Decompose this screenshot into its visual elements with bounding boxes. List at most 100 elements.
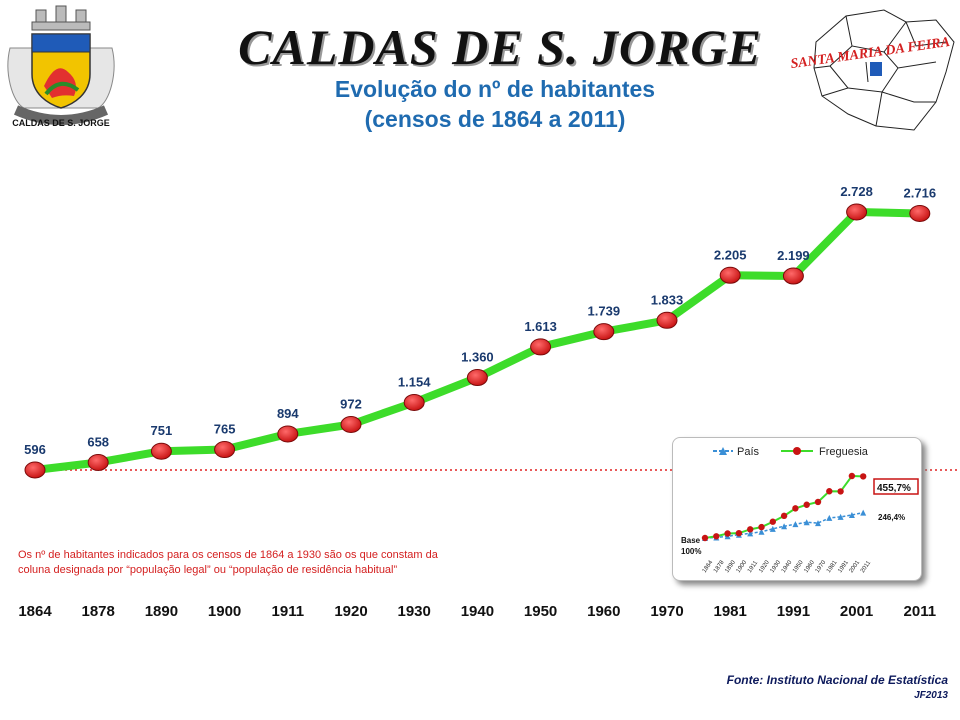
inset-line-chart: País Freguesia 186418781890190019111920193… <box>681 446 919 575</box>
data-point-1940 <box>466 369 488 387</box>
data-label-1950: 1.613 <box>524 319 557 334</box>
x-tick-1960: 1960 <box>587 603 620 620</box>
inset-x-tick-2001: 2001 <box>849 559 862 574</box>
data-label-1940: 1.360 <box>461 350 494 365</box>
footnote: Os nº de habitantes indicados para os ce… <box>18 549 438 576</box>
x-tick-1940: 1940 <box>461 603 494 620</box>
inset-x-tick-1970: 1970 <box>815 559 828 574</box>
inset-point-pais-1930 <box>769 525 776 532</box>
inset-x-tick-1864: 1864 <box>702 559 715 574</box>
x-tick-1950: 1950 <box>524 603 557 620</box>
data-label-2011: 2.716 <box>904 185 937 200</box>
inset-x-tick-1878: 1878 <box>713 559 726 574</box>
inset-point-freguesia-1940 <box>780 512 788 520</box>
inset-x-tick-1890: 1890 <box>724 559 737 574</box>
inset-x-tick-2011: 2011 <box>860 560 873 575</box>
inset-x-tick-1991: 1991 <box>837 559 850 574</box>
source-credit: Fonte: Instituto Nacional de Estatística <box>726 673 948 687</box>
x-tick-1900: 1900 <box>208 603 241 620</box>
inset-x-tick-1920: 1920 <box>758 559 771 574</box>
data-label-1911: 894 <box>277 406 299 421</box>
data-point-1878 <box>87 453 109 471</box>
data-label-1900: 765 <box>214 422 236 437</box>
inset-point-pais-2011 <box>860 509 867 516</box>
legend-label-freguesia: Freguesia <box>819 446 869 458</box>
inset-point-pais-1970 <box>815 520 821 527</box>
data-point-1911 <box>277 425 299 443</box>
inset-chart-panel: País Freguesia 1864 1878 1890 1900 1911 1920 193… <box>672 437 922 581</box>
inset-point-freguesia-1900 <box>735 529 743 537</box>
x-tick-1864: 1864 <box>18 603 52 620</box>
inset-point-freguesia-1970 <box>814 498 822 506</box>
inset-point-freguesia-1950 <box>792 505 799 512</box>
x-tick-1911: 1911 <box>272 603 305 620</box>
subtitle-line-2: (censos de 1864 a 2011) <box>364 106 626 132</box>
subtitle-line-1: Evolução do nº de habitantes <box>334 76 656 102</box>
inset-freguesia-end-box <box>873 478 919 495</box>
inset-point-pais-2001 <box>848 511 855 518</box>
inset-point-pais-1911 <box>747 530 754 537</box>
crest-caption: CALDAS DE S. JORGE <box>12 118 110 128</box>
inset-point-freguesia-1911 <box>747 526 754 533</box>
data-point-1890 <box>150 442 172 460</box>
data-point-1960 <box>593 323 615 341</box>
inset-point-freguesia-2011 <box>860 473 867 480</box>
inset-point-freguesia-1890 <box>724 530 731 537</box>
inset-point-pais-1950 <box>792 521 799 528</box>
inset-x-tick-1940: 1940 <box>781 559 794 574</box>
page-title: CALDAS DE S. JORGE <box>238 19 762 75</box>
inset-point-pais-1981 <box>826 514 833 521</box>
inset-freguesia-end-label: 455,7% <box>877 483 911 494</box>
data-label-2001: 2.728 <box>840 184 873 199</box>
data-label-1920: 972 <box>340 396 362 411</box>
data-label-1864: 596 <box>24 442 46 457</box>
data-point-1930 <box>403 393 425 411</box>
inset-point-freguesia-1864 <box>701 534 709 542</box>
inset-x-tick-1930: 1930 <box>770 559 783 574</box>
data-label-1960: 1.739 <box>588 304 621 319</box>
inset-point-freguesia-1960 <box>803 501 810 508</box>
inset-point-pais-1991 <box>837 513 844 520</box>
inset-base-label-2: 100% <box>681 547 701 556</box>
x-tick-1930: 1930 <box>398 603 431 620</box>
inset-x-tick-1900: 1900 <box>736 559 749 574</box>
data-label-1970: 1.833 <box>651 292 684 307</box>
x-tick-1890: 1890 <box>145 603 178 620</box>
inset-point-pais-1940 <box>781 523 788 530</box>
x-tick-1991: 1991 <box>777 603 810 620</box>
inset-x-tick-1981: 1981 <box>826 559 839 574</box>
author-credit: JF2013 <box>914 690 948 701</box>
legend-marker-pais <box>719 447 727 455</box>
inset-point-freguesia-1920 <box>758 523 765 531</box>
inset-pais-end-label: 246,4% <box>878 513 905 522</box>
inset-point-pais-1920 <box>758 528 765 535</box>
parish-map-icon <box>813 9 955 131</box>
data-point-1981 <box>719 266 741 284</box>
inset-point-freguesia-1930 <box>769 518 776 525</box>
x-tick-2011: 2011 <box>904 603 937 620</box>
x-tick-1878: 1878 <box>82 603 115 620</box>
inset-x-tick-1960: 1960 <box>803 559 816 574</box>
data-point-1864 <box>24 461 46 479</box>
inset-base-label-1: Base <box>681 536 701 545</box>
data-point-1991 <box>782 267 804 285</box>
inset-point-freguesia-2001 <box>848 472 856 480</box>
x-tick-1970: 1970 <box>650 603 683 620</box>
data-point-1970 <box>656 311 678 329</box>
inset-x-tick-1911: 1911 <box>747 560 760 575</box>
data-label-1890: 751 <box>151 423 173 438</box>
data-label-1878: 658 <box>87 434 109 449</box>
data-point-1920 <box>340 415 362 433</box>
legend-marker-freguesia <box>793 447 801 455</box>
legend-label-pais: País <box>737 446 760 458</box>
data-label-1991: 2.199 <box>777 248 810 263</box>
data-point-2011 <box>909 204 931 222</box>
x-tick-1981: 1981 <box>714 603 747 620</box>
data-point-1950 <box>530 338 552 356</box>
x-tick-1920: 1920 <box>334 603 367 620</box>
inset-point-freguesia-1981 <box>826 488 833 495</box>
inset-point-freguesia-1991 <box>837 488 844 495</box>
x-tick-2001: 2001 <box>840 603 873 620</box>
inset-point-pais-1960 <box>803 519 810 526</box>
